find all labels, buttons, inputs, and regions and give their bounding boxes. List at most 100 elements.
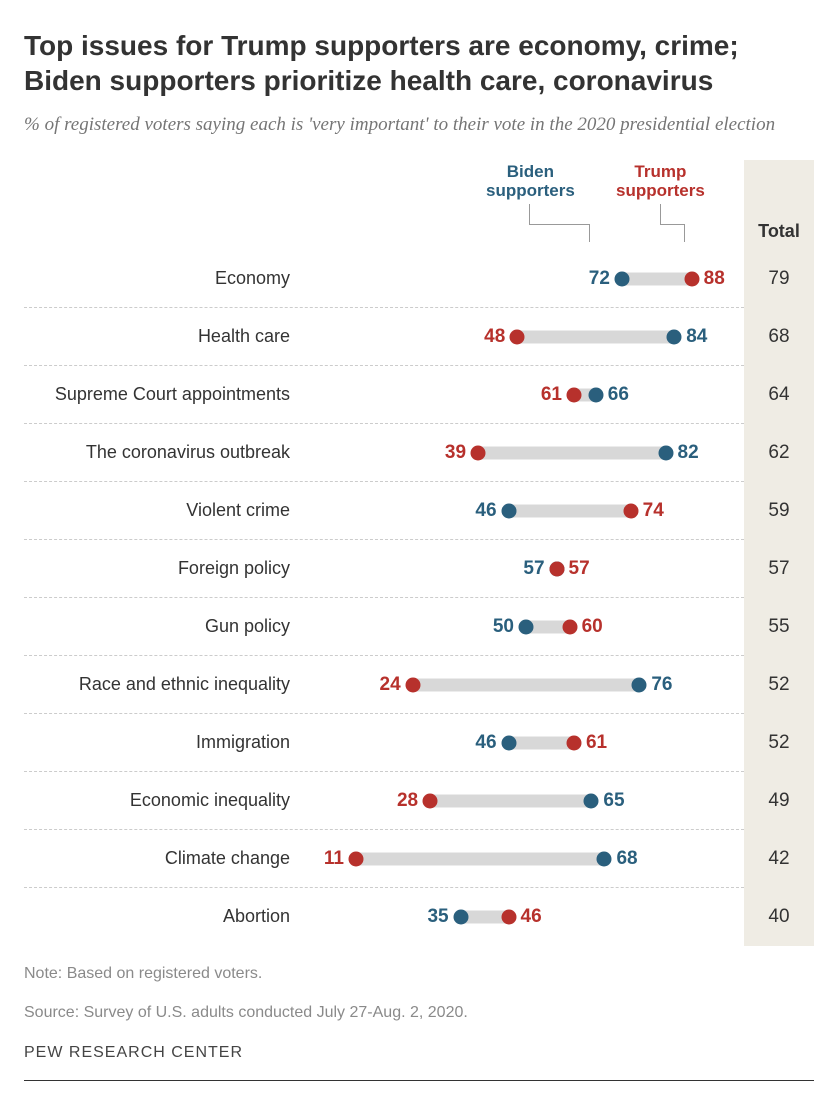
row-total: 52	[744, 656, 814, 714]
trump-value: 48	[484, 326, 505, 348]
trump-dot	[684, 271, 699, 286]
biden-value: 65	[603, 790, 624, 812]
legend-area: Bidensupporters Trumpsupporters	[308, 160, 744, 250]
trump-value: 61	[541, 384, 562, 406]
biden-dot	[519, 619, 534, 634]
trump-dot	[405, 677, 420, 692]
legend-trump: Trumpsupporters	[616, 162, 705, 201]
row-total: 55	[744, 598, 814, 656]
trump-value: 60	[582, 616, 603, 638]
biden-value: 68	[616, 848, 637, 870]
attribution: PEW RESEARCH CENTER	[24, 1044, 814, 1080]
row-plot: 76 24	[308, 656, 744, 714]
biden-value: 82	[678, 442, 699, 464]
biden-dot	[501, 735, 516, 750]
note: Note: Based on registered voters.	[24, 962, 814, 985]
data-row: Race and ethnic inequality 76 24 52	[24, 656, 814, 714]
trump-dot	[549, 561, 564, 576]
trump-dot	[348, 851, 363, 866]
trump-dot	[566, 387, 581, 402]
trump-value: 88	[704, 268, 725, 290]
data-row: Gun policy 50 60 55	[24, 598, 814, 656]
data-row: Violent crime467459	[24, 482, 814, 540]
row-plot: 68 11	[308, 830, 744, 888]
row-label: Economic inequality	[24, 790, 308, 811]
chart-title: Top issues for Trump supporters are econ…	[24, 28, 814, 98]
row-plot: 84 48	[308, 308, 744, 366]
trump-dot	[566, 735, 581, 750]
biden-dot	[614, 271, 629, 286]
biden-value: 50	[493, 616, 514, 638]
row-label: Violent crime	[24, 500, 308, 521]
data-row: Climate change681142	[24, 830, 814, 888]
row-label: Climate change	[24, 848, 308, 869]
row-label: Immigration	[24, 732, 308, 753]
data-row: Economic inequality 65 28 49	[24, 772, 814, 830]
row-plot: 66 61	[308, 366, 744, 424]
trump-value: 46	[521, 906, 542, 928]
trump-dot	[471, 445, 486, 460]
biden-dot	[501, 503, 516, 518]
biden-dot	[453, 909, 468, 924]
row-plot: 57 57	[308, 540, 744, 598]
row-total: 62	[744, 424, 814, 482]
total-header-cell: Total	[744, 160, 814, 250]
biden-value: 46	[475, 732, 496, 754]
biden-value: 84	[686, 326, 707, 348]
row-plot: 4674	[308, 482, 744, 540]
data-row: Foreign policy 57 57 57	[24, 540, 814, 598]
row-plot: 50 60	[308, 598, 744, 656]
row-label: Economy	[24, 268, 308, 289]
trump-value: 39	[445, 442, 466, 464]
source: Source: Survey of U.S. adults conducted …	[24, 1001, 814, 1024]
biden-value: 66	[608, 384, 629, 406]
range-bar	[478, 446, 665, 459]
row-label: Supreme Court appointments	[24, 384, 308, 405]
range-bar	[509, 736, 574, 749]
trump-dot	[562, 619, 577, 634]
data-row: Health care 84 48 68	[24, 308, 814, 366]
biden-value: 46	[475, 500, 496, 522]
trump-value: 24	[380, 674, 401, 696]
biden-value: 76	[651, 674, 672, 696]
range-bar	[430, 794, 591, 807]
range-bar	[509, 504, 631, 517]
biden-dot	[597, 851, 612, 866]
trump-value: 57	[569, 558, 590, 580]
biden-value: 57	[523, 558, 544, 580]
data-row: Economy728879	[24, 250, 814, 308]
data-row: The coronavirus outbreak 82 39 62	[24, 424, 814, 482]
total-header: Total	[758, 221, 800, 242]
row-label: Gun policy	[24, 616, 308, 637]
row-label: Race and ethnic inequality	[24, 674, 308, 695]
biden-dot	[632, 677, 647, 692]
row-total: 57	[744, 540, 814, 598]
row-label: The coronavirus outbreak	[24, 442, 308, 463]
trump-dot	[501, 909, 516, 924]
biden-value: 72	[589, 268, 610, 290]
biden-dot	[658, 445, 673, 460]
biden-dot	[584, 793, 599, 808]
row-plot: 35 46	[308, 888, 744, 946]
row-total: 68	[744, 308, 814, 366]
trump-value: 11	[324, 848, 344, 870]
row-plot: 65 28	[308, 772, 744, 830]
row-total: 59	[744, 482, 814, 540]
trump-dot	[623, 503, 638, 518]
header-row: Bidensupporters Trumpsupporters Total	[24, 160, 814, 250]
biden-dot	[667, 329, 682, 344]
trump-value: 28	[397, 790, 418, 812]
chart-area: Bidensupporters Trumpsupporters Total Ec…	[24, 160, 814, 946]
row-label: Foreign policy	[24, 558, 308, 579]
row-total: 49	[744, 772, 814, 830]
row-plot: 72 88	[308, 250, 744, 308]
range-bar	[413, 678, 640, 691]
range-bar	[622, 272, 692, 285]
row-total: 40	[744, 888, 814, 946]
row-label: Health care	[24, 326, 308, 347]
row-plot: 4661	[308, 714, 744, 772]
rows-container: Economy728879Health care844868Supreme Co…	[24, 250, 814, 946]
row-label: Abortion	[24, 906, 308, 927]
row-total: 52	[744, 714, 814, 772]
biden-value: 35	[427, 906, 448, 928]
